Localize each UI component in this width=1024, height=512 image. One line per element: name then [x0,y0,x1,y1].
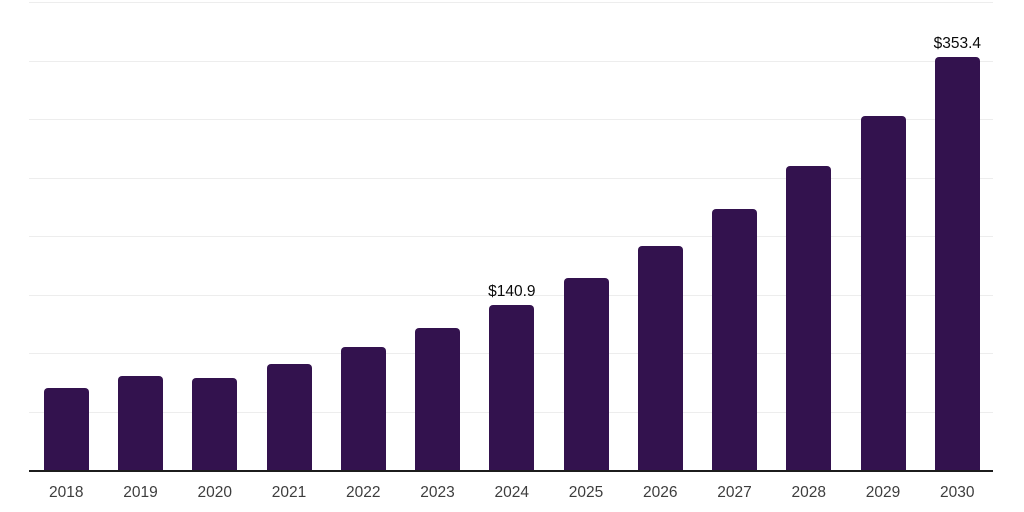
gridline-y-250 [29,177,993,179]
bar-2025 [563,277,609,470]
bar-2026 [637,246,683,470]
bar-2029 [860,115,906,470]
bar-2027 [712,208,758,470]
gridline-y-300 [29,119,993,120]
x-axis-label-2027: 2027 [717,484,752,501]
bar-2019 [118,376,164,470]
x-axis-label-2018: 2018 [49,484,84,501]
bar-2022 [340,347,386,470]
x-axis-label-2028: 2028 [791,484,827,501]
x-axis-label-2021: 2021 [271,484,307,501]
plot-area: $140.9 $353.4 [29,0,993,470]
bar-2023 [415,328,461,470]
bar-2020 [192,378,238,470]
bar-2030 [934,56,980,470]
bar-2028 [786,165,832,470]
x-axis-label-2030: 2030 [940,484,975,501]
x-axis-label-2023: 2023 [420,484,455,501]
gridline-y-350 [29,60,993,62]
gridline-y-400 [29,2,993,3]
x-axis-label-2025: 2025 [568,484,604,501]
bar-2021 [266,364,312,470]
bar-value-label-2024: $140.9 [488,283,536,301]
bar-2018 [43,387,89,470]
x-axis-label-2019: 2019 [123,484,158,501]
x-axis-label-2024: 2024 [494,484,530,501]
gridline-y-150 [29,294,993,296]
x-axis-label-2022: 2022 [346,484,381,501]
x-axis-label-2026: 2026 [643,484,678,501]
x-axis-line [29,470,993,472]
x-axis-label-2020: 2020 [197,484,233,501]
bar-value-label-2030: $353.4 [933,34,982,52]
x-axis-label-2029: 2029 [865,484,901,501]
bar-2024 [489,305,535,470]
gridline-y-200 [29,236,993,237]
